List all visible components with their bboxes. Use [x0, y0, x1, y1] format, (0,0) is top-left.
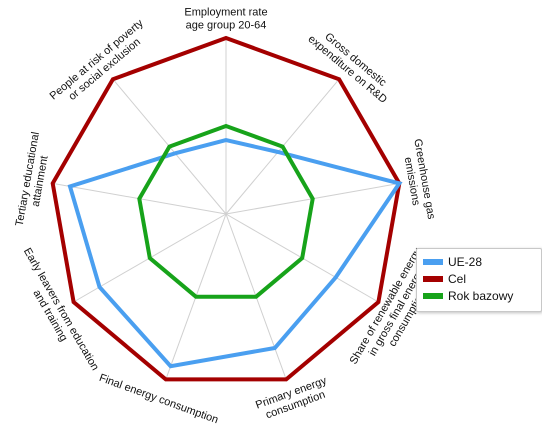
legend-item: Rok bazowy: [423, 287, 541, 304]
legend-swatch: [423, 258, 443, 265]
legend-item: Cel: [423, 270, 541, 287]
legend-swatch: [423, 292, 443, 299]
axis-label: Employment rate: [184, 7, 267, 19]
legend-label: Rok bazowy: [448, 288, 514, 303]
series-ue-28: [67, 138, 403, 369]
legend-label: Cel: [448, 271, 467, 286]
legend-item: UE-28: [423, 253, 541, 270]
series-cel: [50, 35, 402, 382]
legend-label: UE-28: [448, 254, 483, 269]
axis-label: age group 20-64: [186, 19, 267, 31]
legend: UE-28 Cel Rok bazowy: [416, 248, 542, 312]
axis-label: People at risk of poverty: [48, 17, 146, 102]
series-rok-bazowy: [137, 123, 315, 299]
legend-swatch: [423, 275, 443, 282]
radar-series-layer: [50, 35, 403, 382]
axis-label: Early leavers from education: [21, 246, 101, 373]
